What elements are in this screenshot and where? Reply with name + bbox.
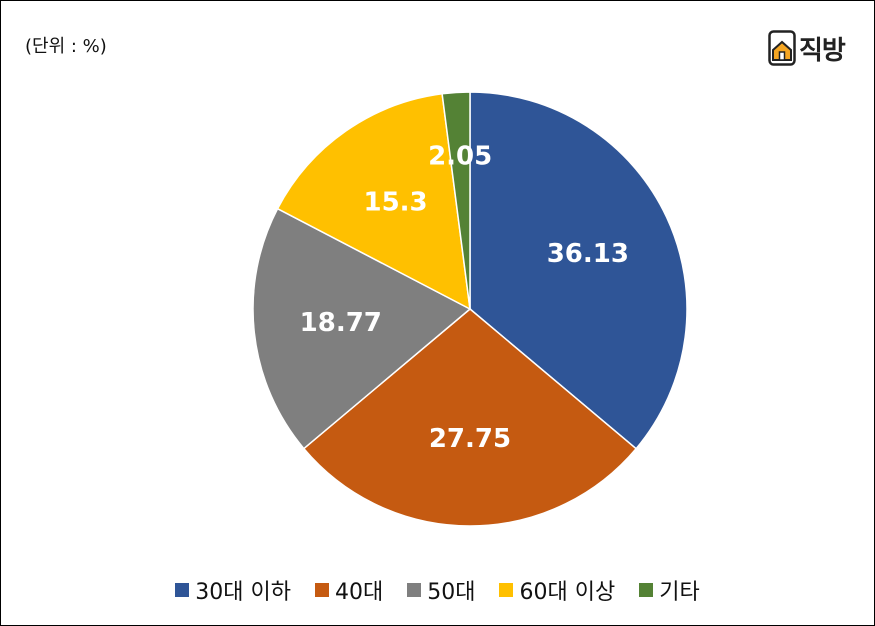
legend-swatch bbox=[175, 583, 190, 597]
legend-item: 기타 bbox=[639, 574, 700, 606]
legend: 30대 이하 40대 50대 60대 이상 기타 bbox=[0, 574, 875, 606]
data-label: 2.05 bbox=[428, 141, 492, 171]
legend-item: 50대 bbox=[407, 574, 475, 606]
brand-logo: 직방 bbox=[768, 28, 846, 68]
house-icon bbox=[768, 30, 796, 66]
pie-slice bbox=[441, 91, 471, 310]
legend-swatch bbox=[499, 583, 514, 597]
legend-item: 40대 bbox=[315, 574, 383, 606]
pie-slice bbox=[302, 308, 638, 527]
legend-swatch bbox=[407, 583, 422, 597]
unit-label: (단위 : %) bbox=[25, 36, 107, 57]
pie-slice bbox=[252, 207, 472, 450]
legend-swatch bbox=[315, 583, 330, 597]
legend-item: 30대 이하 bbox=[175, 574, 291, 606]
legend-swatch bbox=[639, 583, 654, 597]
logo-text: 직방 bbox=[799, 35, 846, 66]
legend-item: 60대 이상 bbox=[499, 574, 615, 606]
data-label: 27.75 bbox=[429, 424, 511, 454]
legend-label: 30대 이하 bbox=[195, 580, 292, 605]
legend-label: 50대 bbox=[427, 580, 476, 605]
legend-label: 60대 이상 bbox=[519, 580, 616, 605]
data-label: 15.3 bbox=[364, 187, 428, 217]
legend-label: 기타 bbox=[659, 580, 700, 605]
legend-label: 40대 bbox=[335, 580, 384, 605]
pie-slice bbox=[276, 92, 471, 311]
pie-slice bbox=[469, 91, 688, 450]
data-label: 18.77 bbox=[300, 308, 382, 338]
data-label: 36.13 bbox=[547, 239, 629, 269]
